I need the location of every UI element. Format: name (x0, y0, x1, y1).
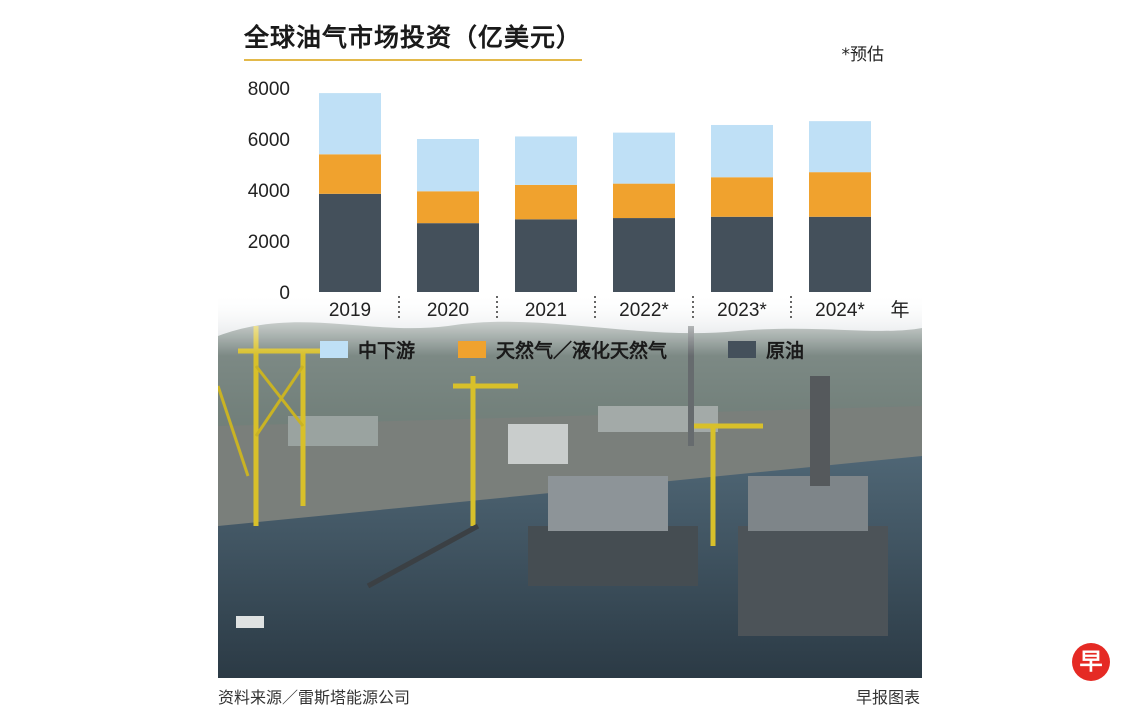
x-tick-label: 2020 (427, 300, 469, 321)
x-tick-label: 2021 (525, 300, 567, 321)
x-tick-label: 2022* (619, 300, 669, 321)
legend: 中下游 天然气／液化天然气 原油 (320, 339, 804, 362)
bar-segment (417, 223, 479, 292)
y-tick-label: 6000 (248, 130, 290, 151)
legend-label: 原油 (766, 340, 804, 362)
bar-segment (711, 177, 773, 217)
chart-credit: 早报图表 (855, 688, 920, 707)
bar-segment (515, 184, 577, 220)
bar-segment (711, 124, 773, 178)
bar-segment (417, 191, 479, 224)
brand-logo-char: 早 (1079, 648, 1103, 675)
bar-segment (515, 219, 577, 292)
bar-segment (319, 193, 381, 292)
y-tick-label: 8000 (248, 79, 290, 100)
bar-segment (711, 216, 773, 292)
bar-segment (809, 216, 871, 292)
bar-segment (515, 136, 577, 185)
x-unit-label: 年 (890, 299, 909, 321)
legend-swatch (728, 341, 756, 358)
bar-segment (809, 121, 871, 173)
brand-logo: 早 (1072, 643, 1110, 681)
infographic-card: 0 2000 4000 6000 8000 2019 2020 2021 2022* 2023*… (218, 6, 922, 678)
bar-segment (613, 183, 675, 219)
bar-segment (417, 139, 479, 192)
bar-segment (809, 172, 871, 217)
chart-title: 全球油气市场投资（亿美元） (244, 18, 583, 61)
x-tick-label: 2023* (717, 300, 767, 321)
bar-segment (319, 154, 381, 194)
legend-swatch (458, 341, 486, 358)
legend-swatch (320, 341, 348, 358)
y-tick-label: 2000 (248, 232, 290, 253)
x-axis: 2019 2020 2021 2022* 2023* 2024* 年 (329, 296, 910, 321)
source-note: 资料来源／雷斯塔能源公司 (218, 688, 411, 707)
y-tick-label: 0 (279, 283, 290, 304)
legend-label: 天然气／液化天然气 (496, 339, 667, 362)
bar-segment (613, 132, 675, 184)
y-axis: 0 2000 4000 6000 8000 (248, 79, 290, 304)
bar-segment (319, 93, 381, 155)
estimate-note: *预估 (841, 45, 885, 65)
chart: 0 2000 4000 6000 8000 2019 2020 2021 2022* 2023*… (248, 79, 910, 362)
x-tick-label: 2019 (329, 300, 371, 321)
bar-segment (613, 218, 675, 292)
x-tick-label: 2024* (815, 300, 865, 321)
bars (319, 93, 871, 292)
y-tick-label: 4000 (248, 181, 290, 202)
legend-label: 中下游 (358, 339, 415, 362)
